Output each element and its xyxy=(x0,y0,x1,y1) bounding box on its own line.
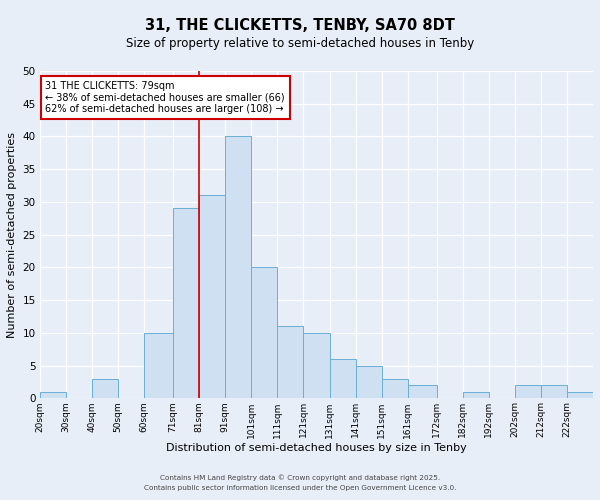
Y-axis label: Number of semi-detached properties: Number of semi-detached properties xyxy=(7,132,17,338)
Bar xyxy=(408,386,437,398)
Text: 31 THE CLICKETTS: 79sqm
← 38% of semi-detached houses are smaller (66)
62% of se: 31 THE CLICKETTS: 79sqm ← 38% of semi-de… xyxy=(46,81,285,114)
Bar xyxy=(356,366,382,398)
Text: Contains HM Land Registry data © Crown copyright and database right 2025.: Contains HM Land Registry data © Crown c… xyxy=(160,474,440,481)
Bar xyxy=(515,386,541,398)
Bar xyxy=(382,378,408,398)
Bar xyxy=(251,268,277,398)
Bar xyxy=(304,333,329,398)
Text: Size of property relative to semi-detached houses in Tenby: Size of property relative to semi-detach… xyxy=(126,38,474,51)
Bar xyxy=(40,392,66,398)
Bar xyxy=(173,208,199,398)
Bar xyxy=(277,326,304,398)
Bar xyxy=(225,136,251,398)
Bar xyxy=(567,392,593,398)
Text: Contains public sector information licensed under the Open Government Licence v3: Contains public sector information licen… xyxy=(144,485,456,491)
Bar xyxy=(541,386,567,398)
Bar xyxy=(199,196,225,398)
Bar xyxy=(92,378,118,398)
Bar xyxy=(463,392,488,398)
Bar xyxy=(329,359,356,399)
X-axis label: Distribution of semi-detached houses by size in Tenby: Distribution of semi-detached houses by … xyxy=(166,443,467,453)
Bar xyxy=(144,333,173,398)
Text: 31, THE CLICKETTS, TENBY, SA70 8DT: 31, THE CLICKETTS, TENBY, SA70 8DT xyxy=(145,18,455,32)
